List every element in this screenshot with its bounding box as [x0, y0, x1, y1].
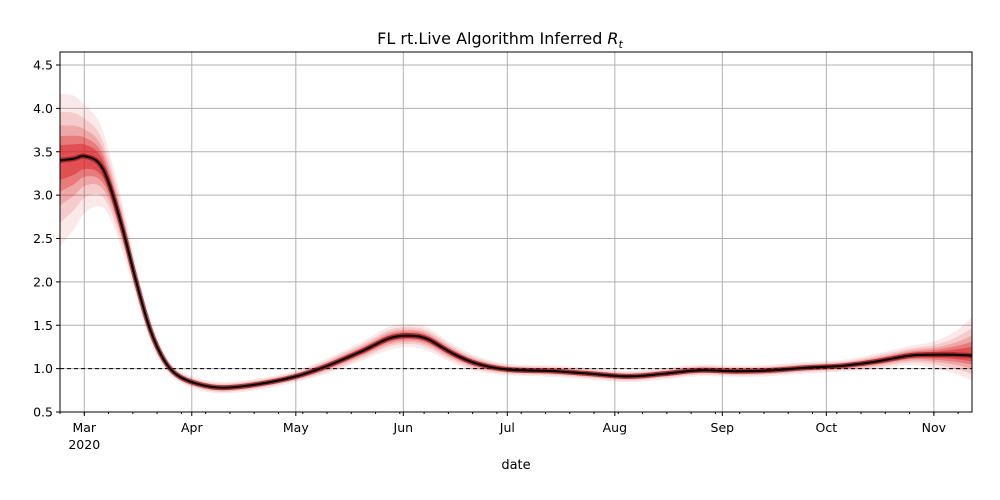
x-tick-label-7: Oct: [816, 420, 838, 435]
x-tick-label-5: Aug: [603, 420, 627, 435]
y-tick-label-6: 3.5: [33, 144, 53, 159]
x-tick-label-0: Mar: [72, 420, 96, 435]
x-axis-label: date: [501, 458, 530, 473]
y-tick-label-4: 2.5: [33, 231, 53, 246]
grid: [60, 52, 972, 413]
x-tick-label-8: Nov: [922, 420, 947, 435]
x-tick-label-1: Apr: [181, 420, 203, 435]
y-tick-label-2: 1.5: [33, 318, 53, 333]
y-tick-label-0: 0.5: [33, 405, 53, 420]
median-line: [60, 155, 972, 389]
band-layer-4: [60, 143, 972, 389]
plot-frame: [59, 51, 973, 413]
chart-title-math: R: [607, 29, 618, 48]
band-layer-3: [60, 135, 972, 390]
chart-title-math-sub: t: [619, 38, 624, 51]
y-tick-label-1: 1.0: [33, 361, 53, 376]
median-line-glow: [60, 153, 972, 391]
median-line-group: [60, 153, 972, 391]
y-tick-label-5: 3.0: [33, 188, 53, 203]
chart-title-text: FL rt.Live Algorithm Inferred: [377, 29, 602, 48]
band-layer-0: [60, 93, 972, 394]
uncertainty-band: [60, 93, 972, 394]
x-tick-year-label: 2020: [68, 437, 100, 452]
y-tick-label-8: 4.5: [33, 58, 53, 73]
x-tick-label-3: Jun: [393, 420, 414, 435]
y-tick-label-3: 2.0: [33, 274, 53, 289]
x-tick-label-2: May: [283, 420, 309, 435]
x-tick-label-6: Sep: [711, 420, 735, 435]
chart-title: FL rt.Live Algorithm Inferred Rt: [377, 29, 623, 51]
band-layer-1: [60, 111, 972, 392]
x-axis: Mar 2020 Apr May Jun Jul Aug Sep Oct Nov: [59, 412, 959, 452]
band-layer-2: [60, 125, 972, 391]
y-tick-label-7: 4.0: [33, 101, 53, 116]
y-axis: 0.5 1.0 1.5 2.0 2.5 3.0 3.5 4.0 4.5: [33, 58, 60, 420]
x-tick-label-4: Jul: [499, 420, 515, 435]
